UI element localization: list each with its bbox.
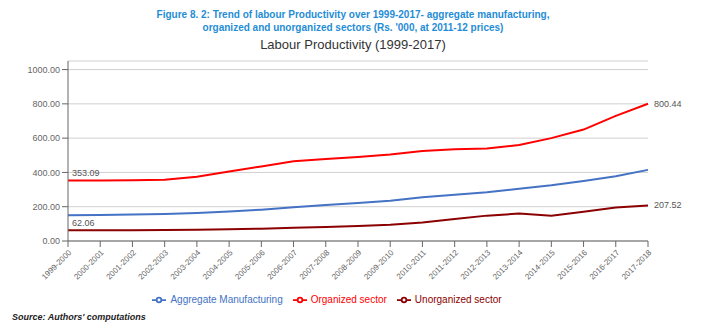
svg-text:200.00: 200.00 (32, 202, 60, 212)
html-text:Source: Authors' computations: Source: Authors' computations (12, 312, 146, 322)
svg-text:2017-2018: 2017-2018 (620, 248, 654, 282)
html-text:Unorganized sector: Unorganized sector (414, 293, 502, 305)
svg-text:2013-2014: 2013-2014 (491, 248, 525, 282)
html-text:organized and unorganized sect: organized and unorganized sectors (Rs. '… (202, 22, 504, 33)
svg-text:2011-2012: 2011-2012 (427, 248, 460, 281)
html-text:Labour Productivity (1999-2017: Labour Productivity (1999-2017) (260, 37, 446, 52)
svg-text:1999-2000: 1999-2000 (40, 248, 74, 282)
svg-text:2007-2008: 2007-2008 (298, 248, 332, 282)
svg-text:2010-2011: 2010-2011 (395, 248, 428, 281)
svg-text:2005-2006: 2005-2006 (233, 248, 267, 282)
svg-text:800.00: 800.00 (32, 99, 60, 109)
svg-text:2015-2016: 2015-2016 (556, 248, 590, 282)
svg-text:2000-2001: 2000-2001 (72, 248, 106, 282)
svg-text:2004-2005: 2004-2005 (201, 248, 235, 282)
svg-text:2003-2004: 2003-2004 (169, 248, 203, 282)
svg-text:62.06: 62.06 (72, 218, 95, 228)
svg-text:2001-2002: 2001-2002 (104, 248, 138, 282)
svg-text:2009-2010: 2009-2010 (362, 248, 396, 282)
html-text:Figure 8. 2: Trend of labour P: Figure 8. 2: Trend of labour Productivit… (156, 9, 550, 20)
svg-text:1000.00: 1000.00 (27, 65, 60, 75)
svg-text:207.52: 207.52 (654, 200, 682, 210)
svg-text:353.09: 353.09 (72, 168, 100, 178)
svg-text:2016-2017: 2016-2017 (588, 248, 622, 282)
svg-text:2006-2007: 2006-2007 (266, 248, 300, 282)
html-text:Organized sector: Organized sector (310, 293, 387, 305)
svg-text:400.00: 400.00 (32, 168, 60, 178)
svg-text:2008-2009: 2008-2009 (330, 248, 364, 282)
html-text:Aggregate Manufacturing: Aggregate Manufacturing (170, 293, 283, 305)
svg-text:2012-2013: 2012-2013 (459, 248, 493, 282)
svg-text:0.00: 0.00 (42, 236, 60, 246)
svg-text:600.00: 600.00 (32, 133, 60, 143)
svg-text:2002-2003: 2002-2003 (137, 248, 171, 282)
svg-text:800.44: 800.44 (654, 99, 682, 109)
svg-text:2014-2015: 2014-2015 (523, 248, 557, 282)
